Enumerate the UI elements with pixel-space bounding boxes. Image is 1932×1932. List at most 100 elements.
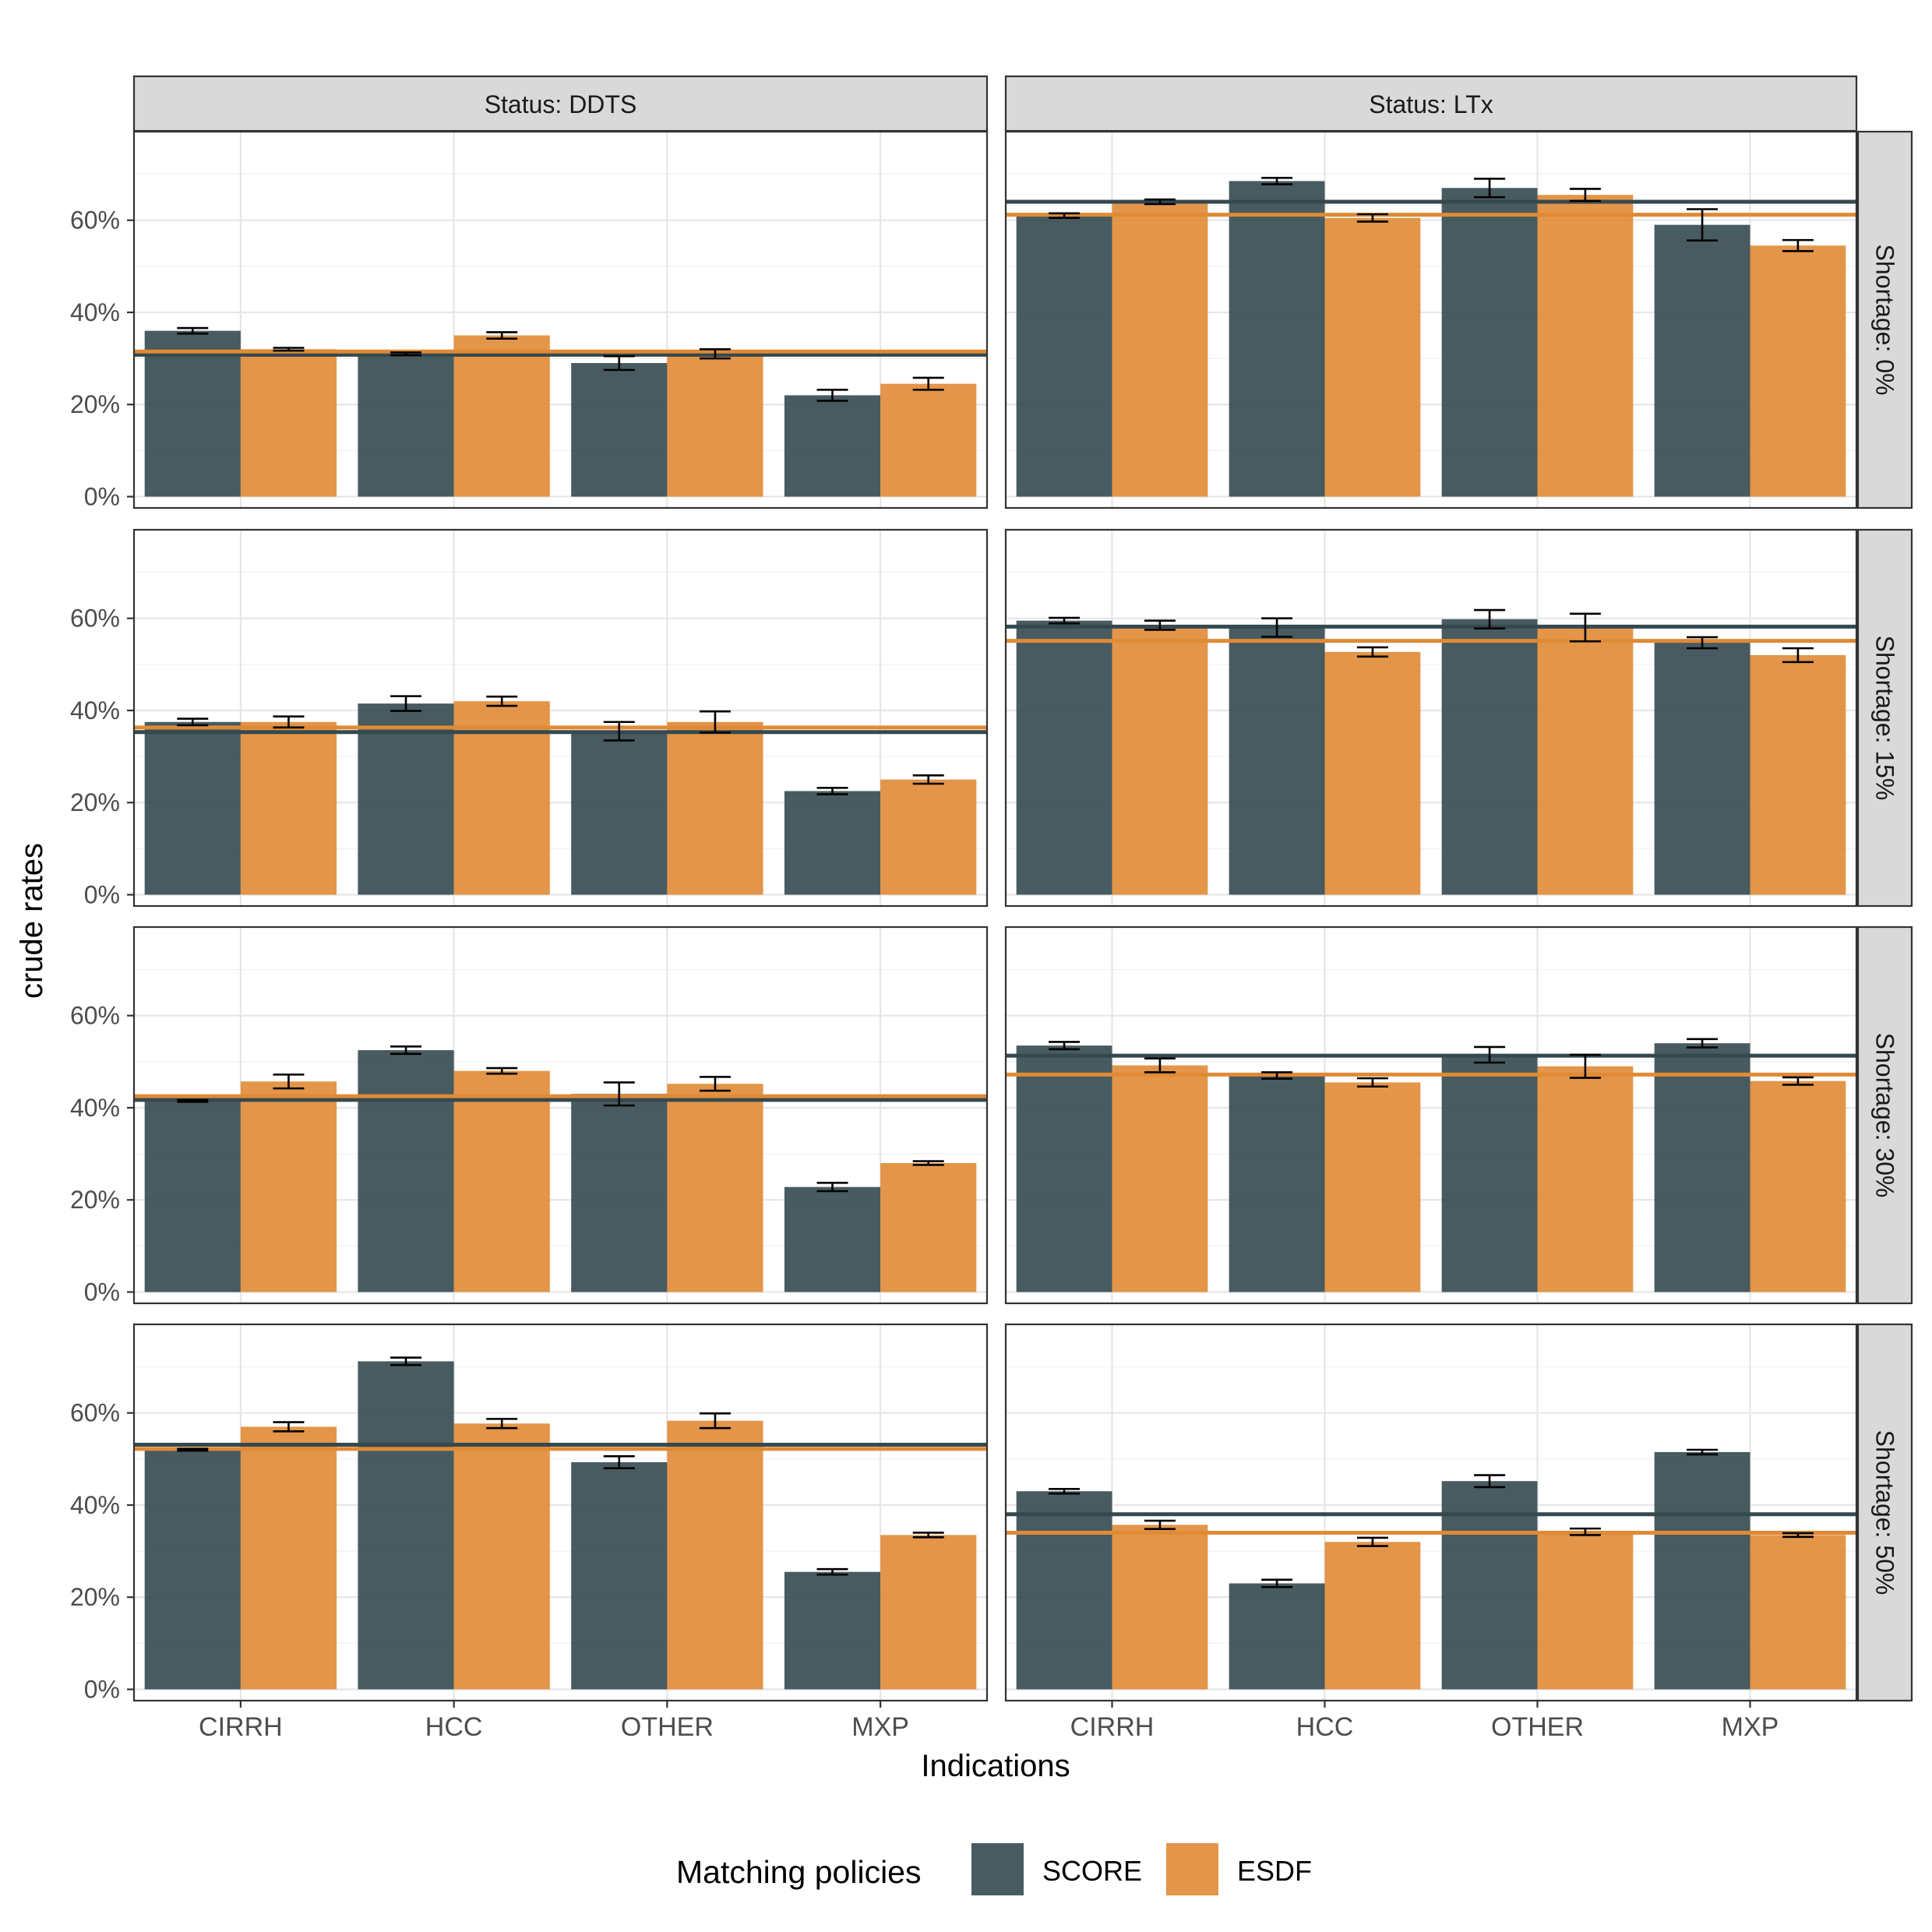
panel-0-1: 0% 20% 40% 60% <box>70 528 989 909</box>
bar-esdf-cirrh <box>1112 625 1208 895</box>
bar-score-mxp <box>784 1186 881 1292</box>
error-bar-esdf-other <box>699 1412 731 1430</box>
row-strip-0 <box>1856 130 1913 509</box>
y-tick-label: 20% <box>70 788 120 816</box>
bar-esdf-hcc <box>453 1423 550 1690</box>
bar-score-mxp <box>784 1571 881 1690</box>
bar-esdf-mxp <box>880 1535 977 1690</box>
error-bar-score-other <box>1474 608 1506 630</box>
y-tick-label: 0% <box>84 881 120 909</box>
bar-score-hcc <box>1229 1583 1325 1690</box>
bar-esdf-cirrh <box>1112 202 1208 497</box>
y-tick-label: 20% <box>70 1186 120 1214</box>
error-bar-score-cirrh <box>177 717 209 727</box>
bar-esdf-other <box>667 1084 763 1292</box>
error-bar-score-mxp <box>816 1182 848 1193</box>
error-bar-score-cirrh <box>177 1098 209 1103</box>
bar-esdf-other <box>1537 627 1634 895</box>
col-strip-label-1: Status: LTx <box>1369 90 1493 118</box>
row-strip-1 <box>1856 528 1913 908</box>
error-bar-esdf-cirrh <box>1144 198 1176 206</box>
y-tick-label: 20% <box>70 1583 120 1611</box>
error-bar-esdf-other <box>1569 188 1601 203</box>
error-bar-score-hcc <box>1261 617 1293 638</box>
bar-esdf-mxp <box>1750 245 1846 497</box>
row-strip-2 <box>1856 925 1913 1305</box>
bar-esdf-other <box>667 721 763 895</box>
y-tick-label: 60% <box>70 605 120 633</box>
bar-score-mxp <box>1654 1043 1750 1292</box>
error-bar-esdf-cirrh <box>273 1421 305 1433</box>
error-bar-esdf-hcc <box>486 1066 518 1075</box>
error-bar-score-other <box>603 721 635 742</box>
bar-score-cirrh <box>144 1450 241 1690</box>
error-bar-esdf-cirrh <box>1144 1057 1176 1074</box>
y-tick-label: 40% <box>70 1094 120 1122</box>
bar-score-other <box>571 731 668 895</box>
bar-score-cirrh <box>144 330 241 497</box>
panel-border <box>1004 130 1858 509</box>
x-tick-label: CIRRH <box>1070 1712 1155 1742</box>
error-bar-score-cirrh <box>177 326 209 335</box>
x-tick-label: CIRRH <box>199 1712 283 1742</box>
bar-score-hcc <box>358 703 454 895</box>
row-strip-3 <box>1856 1323 1913 1702</box>
bar-score-cirrh <box>1016 215 1112 497</box>
error-bar-esdf-cirrh <box>1144 619 1176 631</box>
row-strip-label-0: Shortage: 0% <box>1871 245 1899 396</box>
col-strip-label-0: Status: DDTS <box>485 90 637 118</box>
error-bar-score-hcc <box>1261 176 1293 185</box>
error-bar-score-other <box>603 354 635 372</box>
legend: Matching policies SCORE ESDF <box>676 1843 1312 1895</box>
error-bar-score-hcc <box>1261 1578 1293 1588</box>
bar-esdf-mxp <box>880 1162 977 1292</box>
error-bar-esdf-hcc <box>1356 213 1388 223</box>
bar-esdf-hcc <box>1324 1542 1421 1690</box>
error-bar-esdf-mxp <box>1782 1076 1814 1086</box>
error-bar-score-hcc <box>1261 1071 1293 1081</box>
row-strip-label-1: Shortage: 15% <box>1871 636 1899 801</box>
bar-esdf-hcc <box>1324 1082 1421 1292</box>
error-bar-esdf-hcc <box>486 331 518 340</box>
bar-score-other <box>1441 188 1538 497</box>
error-bar-esdf-hcc <box>1356 646 1388 658</box>
error-bar-esdf-mxp <box>912 1532 944 1539</box>
bar-esdf-other <box>667 354 763 497</box>
error-bar-score-cirrh <box>1049 212 1081 220</box>
bar-esdf-cirrh <box>1112 1525 1208 1690</box>
error-bar-score-hcc <box>390 1045 422 1056</box>
error-bar-esdf-other <box>1569 612 1601 643</box>
bar-score-other <box>571 1461 668 1690</box>
y-tick-label: 20% <box>70 390 120 418</box>
error-bar-esdf-other <box>1569 1053 1601 1079</box>
bar-score-hcc <box>1229 181 1325 497</box>
col-strip-1 <box>1004 75 1858 132</box>
bar-score-other <box>571 363 668 497</box>
legend-label-score: SCORE <box>1042 1855 1142 1887</box>
error-bar-esdf-other <box>699 347 731 360</box>
x-tick-label: MXP <box>1722 1712 1779 1742</box>
bar-score-mxp <box>1654 1451 1750 1690</box>
error-bar-score-other <box>1474 1045 1506 1064</box>
error-bar-score-other <box>603 1081 635 1107</box>
error-bar-esdf-hcc <box>486 1418 518 1430</box>
bar-score-hcc <box>1229 1075 1325 1292</box>
bar-esdf-cirrh <box>240 1426 337 1690</box>
panel-border <box>132 1323 989 1702</box>
error-bar-esdf-mxp <box>1782 647 1814 664</box>
panel-1-0 <box>1004 130 1858 509</box>
bar-score-mxp <box>784 791 881 895</box>
bar-esdf-hcc <box>453 335 550 497</box>
error-bar-esdf-mxp <box>912 1160 944 1166</box>
y-tick-label: 60% <box>70 1002 120 1030</box>
error-bar-score-cirrh <box>1049 616 1081 625</box>
y-tick-label: 0% <box>84 1676 120 1704</box>
panel-border <box>1004 528 1858 908</box>
legend-key-esdf <box>1166 1843 1218 1895</box>
x-tick-label: MXP <box>851 1712 909 1742</box>
panels-layer: Status: DDTS Status: LTx Shortage: 0% Short… <box>70 75 1913 1742</box>
error-bar-esdf-mxp <box>912 376 944 391</box>
error-bar-esdf-other <box>699 1076 731 1092</box>
bar-score-cirrh <box>1016 620 1112 895</box>
